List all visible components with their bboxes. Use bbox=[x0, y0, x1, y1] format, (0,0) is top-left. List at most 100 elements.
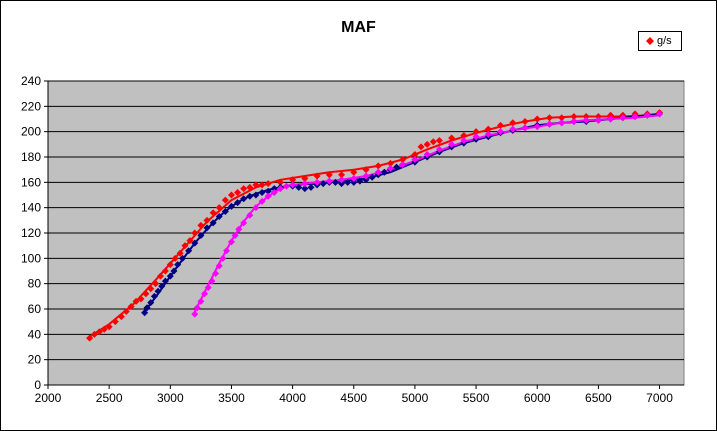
y-tick-label: 160 bbox=[21, 175, 41, 189]
point-series-0 bbox=[203, 216, 211, 224]
x-tick-label: 6500 bbox=[585, 391, 612, 405]
point-series-1 bbox=[234, 199, 242, 207]
point-series-0 bbox=[350, 168, 358, 176]
point-series-2 bbox=[607, 115, 615, 123]
point-series-0 bbox=[186, 237, 194, 245]
x-tick-label: 5500 bbox=[463, 391, 490, 405]
point-series-2 bbox=[435, 145, 443, 153]
point-series-0 bbox=[197, 221, 205, 229]
point-series-2 bbox=[191, 310, 199, 318]
axes: 0 20 40 60 80 100 120 140 160 180 200 220 240 2000 250… bbox=[21, 74, 684, 405]
point-series-0 bbox=[95, 328, 103, 336]
point-series-2 bbox=[201, 290, 209, 298]
point-series-0 bbox=[111, 318, 119, 326]
point-series-2 bbox=[204, 283, 212, 291]
y-tick-label: 80 bbox=[28, 277, 42, 291]
x-tick-label: 6000 bbox=[524, 391, 551, 405]
point-series-2 bbox=[246, 211, 254, 219]
point-series-1 bbox=[344, 178, 352, 186]
y-tick-label: 140 bbox=[21, 201, 41, 215]
y-tick-label: 120 bbox=[21, 226, 41, 240]
point-series-2 bbox=[338, 176, 346, 184]
point-series-0 bbox=[417, 143, 425, 151]
point-series-2 bbox=[223, 247, 231, 255]
data-points bbox=[86, 109, 664, 342]
point-series-2 bbox=[631, 112, 639, 120]
point-series-2 bbox=[264, 192, 272, 200]
point-series-0 bbox=[399, 156, 407, 164]
point-series-1 bbox=[161, 277, 169, 285]
point-series-0 bbox=[221, 196, 229, 204]
point-series-2 bbox=[399, 161, 407, 169]
point-series-1 bbox=[264, 187, 272, 195]
point-series-1 bbox=[191, 239, 199, 247]
point-series-2 bbox=[252, 204, 260, 212]
point-series-2 bbox=[258, 197, 266, 205]
y-tick-label: 180 bbox=[21, 150, 41, 164]
point-series-2 bbox=[231, 232, 239, 240]
point-series-1 bbox=[240, 195, 248, 203]
point-series-0 bbox=[161, 267, 169, 275]
point-series-1 bbox=[215, 213, 223, 221]
point-series-0 bbox=[191, 229, 199, 237]
point-series-1 bbox=[209, 219, 217, 227]
point-series-2 bbox=[219, 254, 227, 262]
point-series-2 bbox=[460, 137, 468, 145]
x-tick-label: 2500 bbox=[96, 391, 123, 405]
point-series-0 bbox=[157, 272, 165, 280]
x-tick-label: 7000 bbox=[646, 391, 673, 405]
point-series-2 bbox=[197, 297, 205, 305]
point-series-2 bbox=[276, 185, 284, 193]
point-series-0 bbox=[147, 285, 155, 293]
point-series-0 bbox=[289, 176, 297, 184]
point-series-0 bbox=[338, 171, 346, 179]
point-series-2 bbox=[643, 111, 651, 119]
point-series-2 bbox=[423, 150, 431, 158]
point-series-2 bbox=[350, 175, 358, 183]
point-series-0 bbox=[142, 290, 150, 298]
point-series-1 bbox=[221, 207, 229, 215]
x-tick-label: 3500 bbox=[218, 391, 245, 405]
point-series-2 bbox=[497, 128, 505, 136]
point-series-0 bbox=[533, 115, 541, 123]
point-series-0 bbox=[460, 131, 468, 139]
point-series-0 bbox=[234, 188, 242, 196]
point-series-0 bbox=[127, 302, 135, 310]
point-series-2 bbox=[283, 182, 290, 190]
point-series-0 bbox=[122, 308, 130, 316]
x-tick-label: 5000 bbox=[402, 391, 429, 405]
point-series-1 bbox=[393, 163, 401, 171]
point-series-0 bbox=[100, 325, 108, 333]
point-series-2 bbox=[374, 168, 382, 176]
point-series-2 bbox=[227, 238, 235, 246]
point-series-2 bbox=[533, 123, 541, 131]
point-series-0 bbox=[607, 111, 615, 119]
point-series-2 bbox=[215, 262, 223, 270]
legend-label: g/s bbox=[657, 35, 672, 47]
point-series-0 bbox=[246, 183, 254, 191]
point-series-0 bbox=[86, 334, 94, 342]
y-tick-label: 240 bbox=[21, 74, 41, 88]
point-series-0 bbox=[258, 181, 266, 189]
point-series-2 bbox=[325, 177, 333, 185]
point-series-0 bbox=[497, 121, 505, 129]
point-series-0 bbox=[362, 166, 370, 174]
y-tick-label: 220 bbox=[21, 99, 41, 113]
point-series-1 bbox=[203, 224, 211, 232]
point-series-2 bbox=[582, 116, 590, 124]
point-series-0 bbox=[423, 140, 431, 148]
point-series-1 bbox=[331, 178, 339, 186]
point-series-0 bbox=[594, 112, 602, 120]
point-series-0 bbox=[301, 175, 309, 183]
point-series-1 bbox=[158, 282, 166, 290]
point-series-2 bbox=[235, 225, 243, 233]
point-series-1 bbox=[307, 183, 315, 191]
y-tick-label: 100 bbox=[21, 251, 41, 265]
point-series-0 bbox=[215, 204, 223, 212]
point-series-0 bbox=[264, 180, 272, 188]
point-series-0 bbox=[386, 159, 394, 167]
point-series-0 bbox=[171, 254, 179, 262]
point-series-1 bbox=[356, 177, 364, 185]
point-series-0 bbox=[558, 114, 566, 122]
